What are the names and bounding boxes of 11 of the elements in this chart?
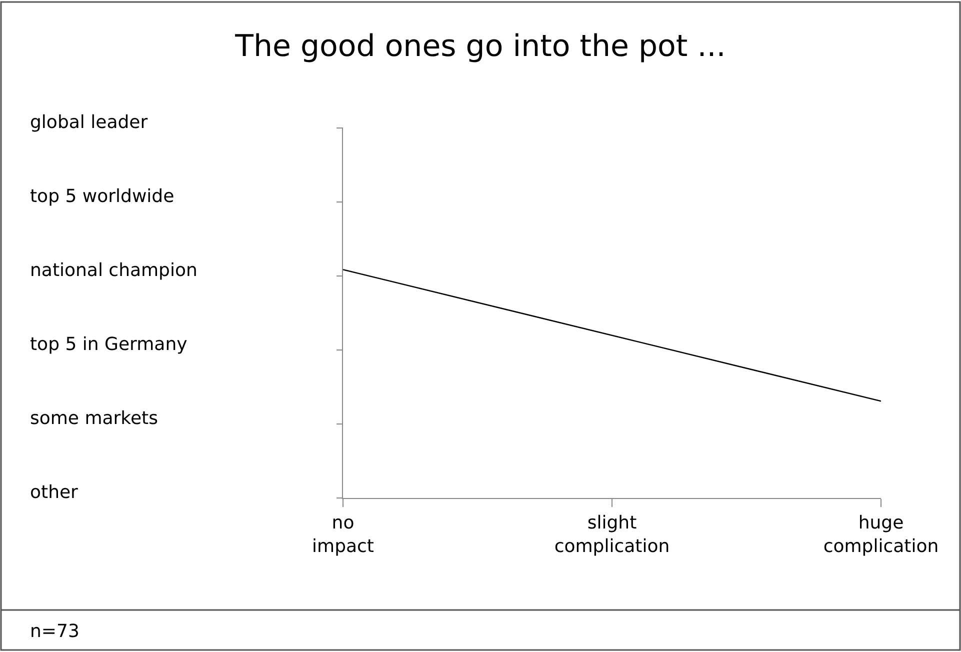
text: top 5 in Germany <box>30 334 188 355</box>
text: some markets <box>30 408 158 429</box>
text: global leader <box>30 112 148 133</box>
text: top 5 worldwide <box>30 186 174 207</box>
text: national champion <box>30 260 198 281</box>
text: n=73 <box>30 621 80 642</box>
chart-title: The good ones go into the pot ... <box>234 29 726 64</box>
x-tick-label: slight complication <box>554 512 670 557</box>
text: other <box>30 482 79 503</box>
x-tick-label: no impact <box>312 512 374 557</box>
x-tick-label: huge complication <box>823 512 939 557</box>
